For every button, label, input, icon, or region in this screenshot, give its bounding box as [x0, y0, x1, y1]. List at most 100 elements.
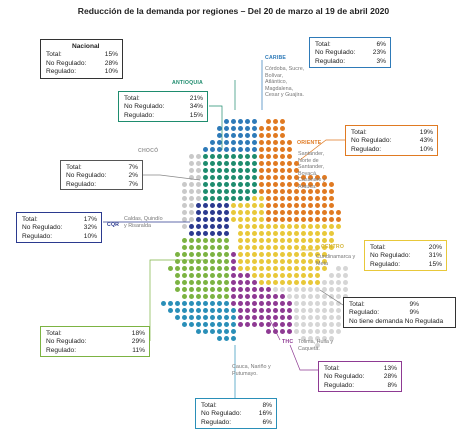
centro-map-dot — [245, 252, 250, 257]
centro-departments: Cundinamarca y Meta — [316, 254, 356, 267]
sur-map-dot — [224, 322, 229, 327]
centro-map-dot — [252, 245, 257, 250]
thc-map-dot — [273, 315, 278, 320]
cqr-map-dot — [203, 210, 208, 215]
oriente-map-dot — [322, 217, 327, 222]
guaviare-map-dot — [294, 322, 299, 327]
oriente-map-dot — [294, 196, 299, 201]
valle-map-dot — [175, 273, 180, 278]
oriente-map-dot — [322, 182, 327, 187]
cqr-map-dot — [196, 210, 201, 215]
caribe-map-dot — [231, 133, 236, 138]
guaviare-map-dot — [343, 287, 348, 292]
antioquia-map-dot — [238, 168, 243, 173]
oriente-map-dot — [266, 147, 271, 152]
centro-map-dot — [294, 273, 299, 278]
antioquia-map-dot — [224, 196, 229, 201]
oriente-map-dot — [287, 154, 292, 159]
choco-map-dot — [182, 210, 187, 215]
caribe-map-dot — [210, 147, 215, 152]
guaviare-map-dot — [287, 287, 292, 292]
oriente-map-dot — [301, 203, 306, 208]
centro-map-dot — [238, 203, 243, 208]
cqr-map-dot — [210, 210, 215, 215]
oriente-map-dot — [336, 210, 341, 215]
cqr-departments: Caldas, Quindío y Risaralda — [124, 216, 163, 229]
centro-map-dot — [273, 238, 278, 243]
choco-map-dot — [189, 217, 194, 222]
oriente-map-dot — [280, 196, 285, 201]
oriente-label: ORIENTE — [297, 140, 322, 146]
oriente-map-dot — [259, 147, 264, 152]
oriente-map-dot — [280, 119, 285, 124]
antioquia-map-dot — [231, 189, 236, 194]
cqr-map-dot — [210, 224, 215, 229]
thc-map-dot — [287, 301, 292, 306]
sur-map-dot — [182, 322, 187, 327]
cqr-map-dot — [224, 203, 229, 208]
oriente-map-dot — [273, 168, 278, 173]
antioquia-box: Total: 21% No Regulado: 34% Regulado: 15% — [118, 91, 208, 122]
guaviare-map-dot — [329, 273, 334, 278]
valle-map-dot — [210, 238, 215, 243]
cqr-map-dot — [210, 231, 215, 236]
oriente-map-dot — [273, 175, 278, 180]
antioquia-map-dot — [245, 182, 250, 187]
antioquia-label: ANTIOQUIA — [172, 80, 203, 86]
caribe-map-dot — [217, 126, 222, 131]
oriente-map-dot — [329, 189, 334, 194]
centro-map-dot — [273, 224, 278, 229]
valle-map-dot — [203, 280, 208, 285]
guaviare-map-dot — [301, 315, 306, 320]
thc-map-dot — [238, 280, 243, 285]
choco-map-dot — [196, 182, 201, 187]
centro-map-dot — [259, 259, 264, 264]
thc-map-dot — [266, 329, 271, 334]
caribe-map-dot — [238, 140, 243, 145]
caribe-map-dot — [224, 119, 229, 124]
guaviare-map-dot — [308, 322, 313, 327]
valle-map-dot — [182, 287, 187, 292]
thc-map-dot — [238, 287, 243, 292]
centro-map-dot — [287, 224, 292, 229]
valle-map-dot — [182, 294, 187, 299]
thc-map-dot — [259, 301, 264, 306]
sur-map-dot — [168, 301, 173, 306]
centro-map-dot — [252, 196, 257, 201]
antioquia-map-dot — [238, 189, 243, 194]
valle-map-dot — [224, 259, 229, 264]
antioquia-map-dot — [238, 161, 243, 166]
guaviare-map-dot — [308, 301, 313, 306]
valle-map-dot — [196, 273, 201, 278]
oriente-map-dot — [259, 126, 264, 131]
guaviare-map-dot — [294, 287, 299, 292]
guaviare-map-dot — [294, 329, 299, 334]
guaviare-map-dot — [336, 280, 341, 285]
thc-map-dot — [245, 287, 250, 292]
oriente-box: Total: 19% No Regulado: 43% Regulado: 10% — [345, 125, 438, 156]
oriente-map-dot — [273, 203, 278, 208]
valle-map-dot — [189, 287, 194, 292]
thc-map-dot — [287, 322, 292, 327]
antioquia-map-dot — [210, 175, 215, 180]
sur-map-dot — [210, 301, 215, 306]
sur-map-dot — [182, 308, 187, 313]
centro-map-dot — [308, 231, 313, 236]
centro-map-dot — [315, 266, 320, 271]
caribe-map-dot — [252, 147, 257, 152]
sur-map-dot — [196, 329, 201, 334]
centro-map-dot — [238, 231, 243, 236]
centro-map-dot — [315, 252, 320, 257]
valle-map-dot — [224, 294, 229, 299]
oriente-map-dot — [308, 210, 313, 215]
sur-map-dot — [203, 315, 208, 320]
thc-label: THC — [282, 339, 294, 345]
choco-map-dot — [196, 154, 201, 159]
thc-map-dot — [280, 308, 285, 313]
antioquia-map-dot — [238, 175, 243, 180]
centro-map-dot — [308, 252, 313, 257]
choco-map-dot — [182, 189, 187, 194]
oriente-map-dot — [259, 182, 264, 187]
valle-map-dot — [210, 252, 215, 257]
